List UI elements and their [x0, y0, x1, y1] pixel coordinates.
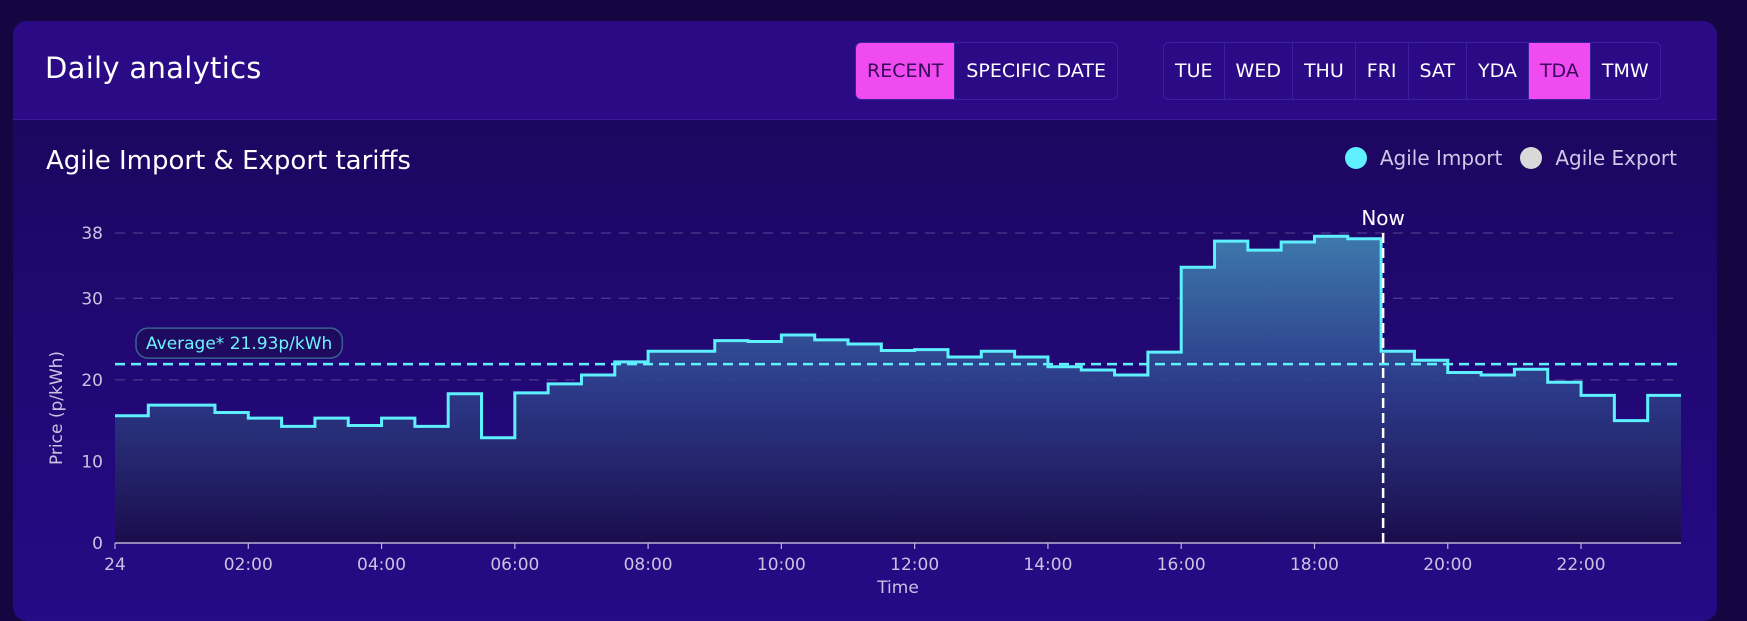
x-tick-label: 04:00 [357, 555, 406, 575]
y-tick-label: 30 [81, 289, 103, 309]
series-line [115, 234, 1681, 440]
x-tick-label: 16:00 [1157, 555, 1206, 575]
axis-layer: 0 10 20 30 38 24 02:00 04:00 06:00 08:00 10:00 12:0… [47, 224, 1681, 598]
legend-swatch-export [1520, 147, 1543, 169]
average-label: Average* 21.93p/kWh [146, 334, 332, 354]
day-button-thu[interactable]: THU [1293, 43, 1356, 99]
day-button-tue[interactable]: TUE [1164, 43, 1225, 99]
legend-swatch-import [1344, 147, 1367, 169]
day-button-sat[interactable]: SAT [1409, 43, 1468, 99]
x-tick-label: 20:00 [1423, 555, 1472, 575]
average-label-box [135, 327, 344, 359]
x-tick-label: 10:00 [757, 555, 806, 575]
day-selector: TUE WED THU FRI SAT YDA TDA TMW [1163, 42, 1661, 100]
y-tick-label: 10 [81, 452, 103, 472]
day-button-yda[interactable]: YDA [1467, 43, 1529, 99]
y-tick-label: 38 [81, 224, 103, 244]
legend-item-import[interactable]: Agile Import [1344, 146, 1503, 170]
mode-toggle: RECENT SPECIFIC DATE [855, 42, 1118, 100]
annotation-layer: Average* 21.93p/kWh Now [115, 206, 1681, 543]
recent-button[interactable]: RECENT [856, 43, 956, 99]
chart-title: Agile Import & Export tariffs [46, 146, 411, 176]
specific-date-button[interactable]: SPECIFIC DATE [966, 60, 1106, 82]
legend-label-import: Agile Import [1379, 146, 1503, 170]
area-layer [115, 234, 1681, 543]
y-tick-label: 0 [92, 534, 103, 554]
day-button-tda[interactable]: TDA [1528, 43, 1591, 99]
page-title: Daily analytics [45, 51, 262, 85]
legend-label-export: Agile Export [1555, 146, 1677, 170]
legend-item-export[interactable]: Agile Export [1520, 146, 1677, 170]
day-button-wed[interactable]: WED [1225, 43, 1293, 99]
chart-legend: Agile Import Agile Export [1327, 146, 1677, 170]
panel-header: Daily analytics RECENT SPECIFIC DATE TUE… [13, 21, 1717, 120]
x-tick-label: 08:00 [624, 555, 673, 575]
x-tick-label: 14:00 [1023, 555, 1072, 575]
series-area [115, 236, 1681, 543]
x-tick-label: 06:00 [490, 555, 539, 575]
day-button-fri[interactable]: FRI [1356, 43, 1409, 99]
x-tick-label: 18:00 [1290, 555, 1339, 575]
analytics-panel: Daily analytics RECENT SPECIFIC DATE TUE… [13, 21, 1717, 621]
y-axis-title: Price (p/kWh) [47, 351, 67, 465]
x-tick-label: 12:00 [890, 555, 939, 575]
x-tick-label: 24 [104, 555, 126, 575]
day-button-tmw[interactable]: TMW [1601, 60, 1649, 82]
now-label: Now [1361, 206, 1405, 230]
x-tick-label: 02:00 [224, 555, 273, 575]
x-axis-title: Time [876, 578, 919, 598]
y-tick-label: 20 [81, 371, 103, 391]
x-tick-label: 22:00 [1557, 555, 1606, 575]
tariff-chart: 0 10 20 30 38 24 02:00 04:00 06:00 08:00 10:00 12:0… [47, 206, 1681, 598]
